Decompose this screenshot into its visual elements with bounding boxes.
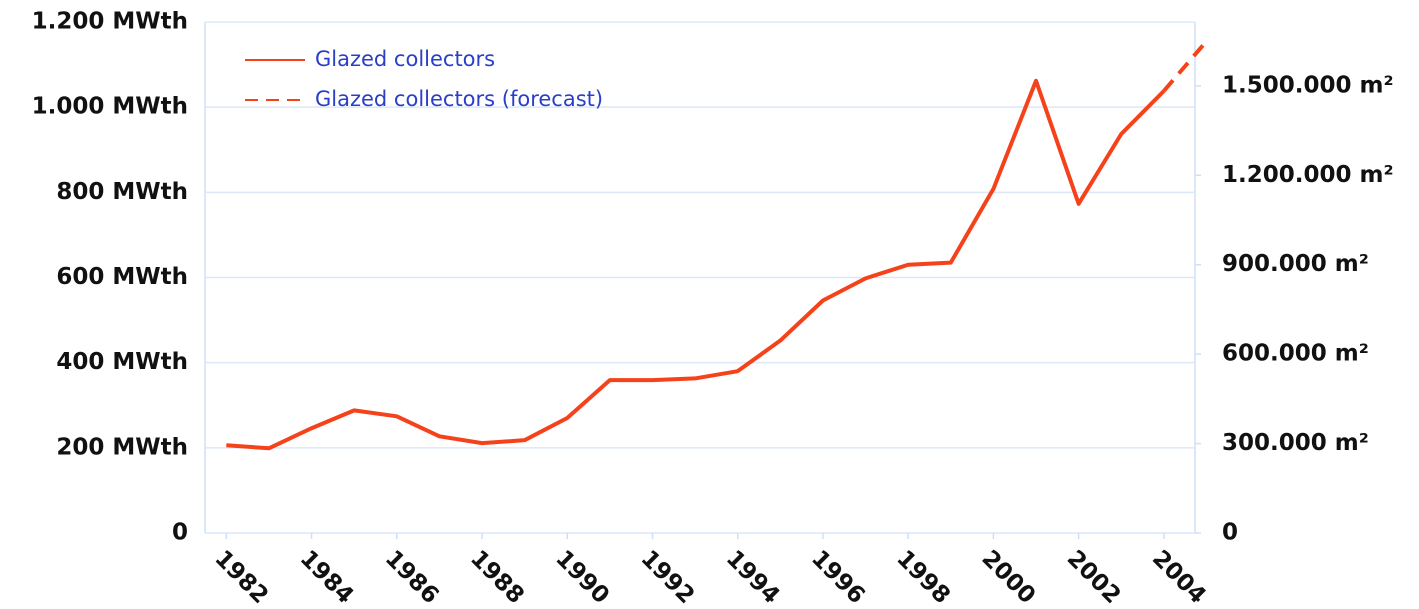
y-tick-label: 0 (172, 520, 188, 546)
y2-tick-label: 1.500.000 m² (1222, 72, 1394, 98)
x-tick-label: 1990 (550, 545, 614, 609)
x-tick-label: 1984 (295, 545, 359, 609)
y-tick-label: 800 MWth (56, 179, 188, 205)
x-tick-label: 1998 (891, 545, 955, 609)
y2-tick-label: 300.000 m² (1222, 430, 1369, 456)
y-tick-label: 200 MWth (56, 434, 188, 460)
legend-label: Glazed collectors (315, 47, 495, 71)
x-tick-label: 1988 (465, 545, 529, 609)
y-tick-label: 1.200 MWth (32, 9, 188, 35)
y2-tick-label: 600.000 m² (1222, 341, 1369, 367)
x-tick-label: 1994 (721, 545, 785, 609)
y-tick-label: 600 MWth (56, 264, 188, 290)
x-tick-label: 2000 (977, 545, 1041, 609)
line-series (226, 78, 1166, 451)
line-series (1162, 39, 1208, 93)
y2-tick-label: 900.000 m² (1222, 251, 1369, 277)
x-tick-label: 2002 (1062, 545, 1126, 609)
x-tick-label: 1982 (209, 545, 273, 609)
y2-tick-label: 0 (1222, 520, 1238, 546)
x-tick-label: 2004 (1147, 545, 1211, 609)
x-tick-label: 1992 (636, 545, 700, 609)
x-tick-label: 1996 (806, 545, 870, 609)
y-tick-label: 1.000 MWth (32, 94, 188, 120)
x-tick-label: 1986 (380, 545, 444, 609)
legend-label: Glazed collectors (forecast) (315, 87, 603, 111)
y2-tick-label: 1.200.000 m² (1222, 162, 1394, 188)
y-tick-label: 400 MWth (56, 349, 188, 375)
